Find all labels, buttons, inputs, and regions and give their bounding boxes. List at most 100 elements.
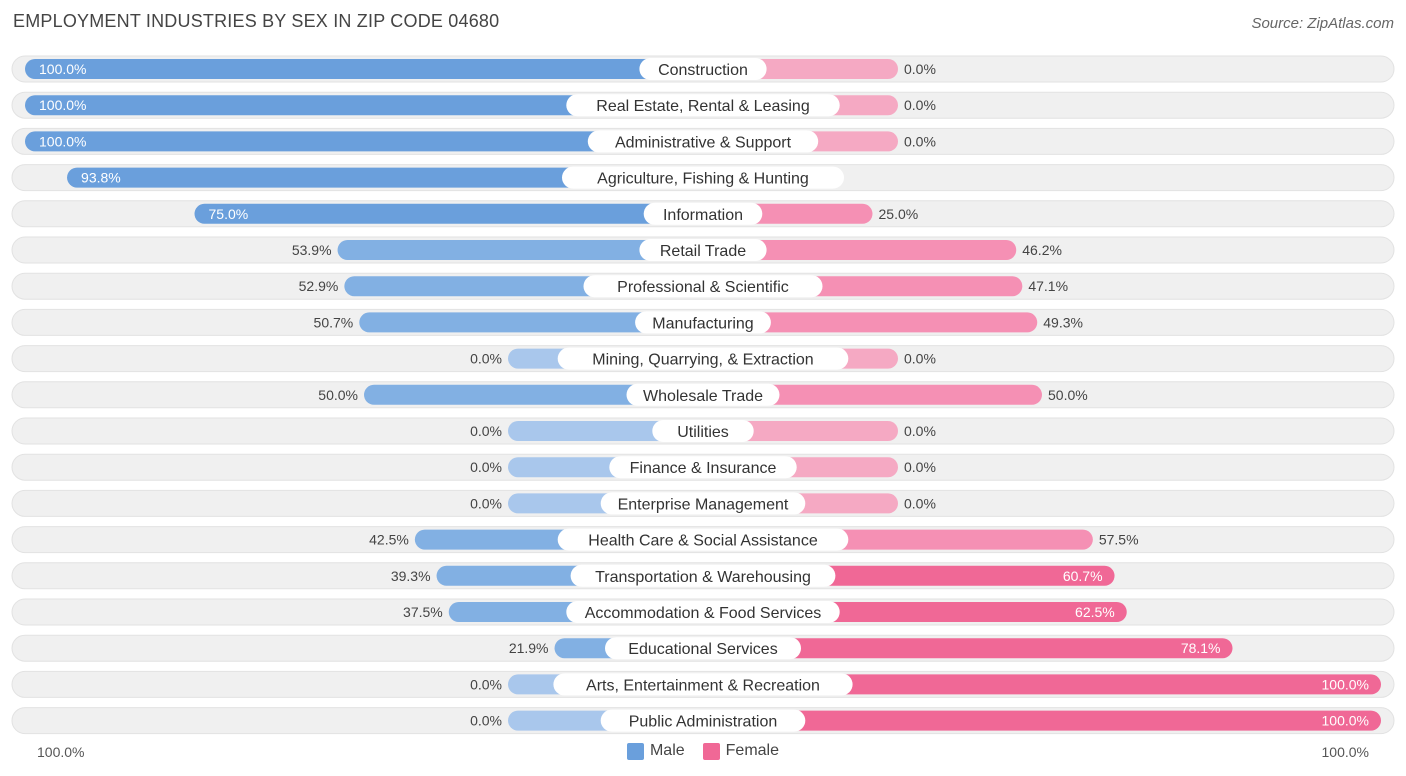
category-label: Utilities [677, 424, 729, 441]
male-value-label: 52.9% [299, 278, 339, 294]
legend: Male Female [0, 742, 1406, 760]
category-label: Public Administration [629, 714, 778, 731]
category-pill-utilities [652, 420, 754, 442]
category-pill-real-estate-rental-leasing [566, 94, 840, 117]
category-label: Real Estate, Rental & Leasing [596, 98, 809, 115]
male-value-label: 100.0% [39, 133, 86, 149]
female-value-label: 0.0% [904, 97, 936, 113]
male-bar-wholesale-trade [364, 384, 703, 405]
female-bar-arts-entertainment-recreation [703, 674, 1381, 695]
category-pill-health-care-social-assistance [557, 528, 849, 551]
category-label: Administrative & Support [615, 134, 792, 151]
male-value-label: 53.9% [292, 242, 332, 258]
legend-label-male: Male [649, 742, 685, 759]
female-value-label: 46.2% [1022, 242, 1062, 258]
category-pill-finance-insurance [609, 456, 797, 479]
female-value-label: 0.0% [904, 423, 936, 439]
male-value-label: 42.5% [369, 532, 409, 548]
category-label: Health Care & Social Assistance [588, 533, 818, 550]
category-pill-retail-trade [639, 239, 767, 261]
category-pill-administrative-support [587, 130, 819, 153]
male-value-label: 100.0% [39, 61, 86, 77]
category-pill-construction [639, 58, 767, 80]
axis-right-label: 100.0% [1321, 744, 1369, 760]
female-bar-public-administration [703, 710, 1381, 731]
male-value-label: 0.0% [470, 495, 502, 511]
legend-item-female: Female [702, 742, 780, 760]
legend-item-male: Male [626, 742, 685, 760]
category-pill-agriculture-fishing-hunting [562, 166, 844, 189]
female-value-label: 49.3% [1043, 314, 1083, 330]
legend-swatch-male [626, 742, 644, 760]
category-pill-transportation-warehousing [570, 564, 836, 587]
female-bar-wholesale-trade [703, 384, 1042, 405]
category-pill-accommodation-food-services [566, 601, 840, 623]
category-label: Manufacturing [652, 315, 753, 332]
category-label: Professional & Scientific [617, 279, 789, 296]
category-label: Construction [658, 62, 748, 79]
female-value-label: 0.0% [904, 61, 936, 77]
male-value-label: 0.0% [470, 676, 502, 692]
female-value-label: 0.0% [904, 133, 936, 149]
male-value-label: 0.0% [470, 423, 502, 439]
category-pill-professional-scientific [583, 275, 823, 298]
category-pill-arts-entertainment-recreation [553, 673, 853, 696]
female-value-label: 100.0% [1322, 676, 1369, 692]
female-bar-educational-services [703, 638, 1233, 659]
female-value-label: 0.0% [904, 351, 936, 367]
category-label: Wholesale Trade [643, 388, 763, 405]
male-value-label: 75.0% [209, 206, 249, 222]
category-label: Educational Services [628, 641, 777, 658]
source-note: Source: ZipAtlas.com [1251, 15, 1394, 32]
female-value-label: 0.0% [904, 459, 936, 475]
male-bar-agriculture-fishing-hunting [67, 167, 703, 188]
category-label: Information [663, 207, 743, 224]
male-value-label: 0.0% [470, 713, 502, 729]
male-value-label: 21.9% [509, 640, 549, 656]
male-value-label: 93.8% [81, 170, 121, 186]
male-bar-information [194, 203, 703, 224]
legend-swatch-female [702, 742, 720, 760]
category-pill-wholesale-trade [626, 383, 780, 406]
category-label: Arts, Entertainment & Recreation [586, 677, 820, 694]
female-value-label: 0.0% [904, 495, 936, 511]
female-value-label: 47.1% [1028, 278, 1068, 294]
category-pill-information [643, 202, 763, 225]
female-value-label: 78.1% [1181, 640, 1221, 656]
male-value-label: 37.5% [403, 604, 443, 620]
bar-chart: 100.0% 0.0% Construction 100.0% 0.0% Real Est… [11, 55, 1395, 735]
category-label: Transportation & Warehousing [595, 569, 811, 586]
category-label: Finance & Insurance [630, 460, 777, 477]
category-label: Agriculture, Fishing & Hunting [597, 171, 809, 188]
male-bar-construction [25, 59, 703, 79]
category-pill-mining-quarrying-extraction [557, 347, 849, 370]
legend-label-female: Female [725, 742, 780, 759]
male-bar-administrative-support [25, 131, 703, 152]
male-value-label: 0.0% [470, 351, 502, 367]
female-bar-manufacturing [703, 312, 1038, 333]
chart-title: EMPLOYMENT INDUSTRIES BY SEX IN ZIP CODE… [13, 11, 500, 31]
male-bar-manufacturing [359, 312, 703, 333]
category-label: Accommodation & Food Services [585, 605, 822, 622]
female-value-label: 100.0% [1322, 713, 1369, 729]
male-value-label: 0.0% [470, 459, 502, 475]
female-value-label: 60.7% [1063, 568, 1103, 584]
category-pill-educational-services [605, 637, 801, 660]
male-value-label: 39.3% [391, 568, 431, 584]
male-value-label: 100.0% [39, 97, 86, 113]
female-value-label: 57.5% [1099, 532, 1139, 548]
male-bar-real-estate-rental-leasing [25, 95, 703, 116]
category-pill-enterprise-management [600, 492, 806, 515]
female-bar-retail-trade [703, 240, 1017, 260]
female-value-label: 50.0% [1048, 387, 1088, 403]
category-pill-public-administration [600, 709, 806, 732]
category-label: Mining, Quarrying, & Extraction [592, 352, 813, 369]
axis-left-label: 100.0% [37, 744, 85, 760]
female-value-label: 25.0% [879, 206, 919, 222]
male-value-label: 50.0% [318, 387, 358, 403]
category-label: Retail Trade [660, 243, 746, 260]
category-label: Enterprise Management [618, 496, 789, 513]
category-pill-manufacturing [635, 311, 771, 334]
male-value-label: 50.7% [314, 314, 354, 330]
male-bar-retail-trade [337, 240, 703, 260]
